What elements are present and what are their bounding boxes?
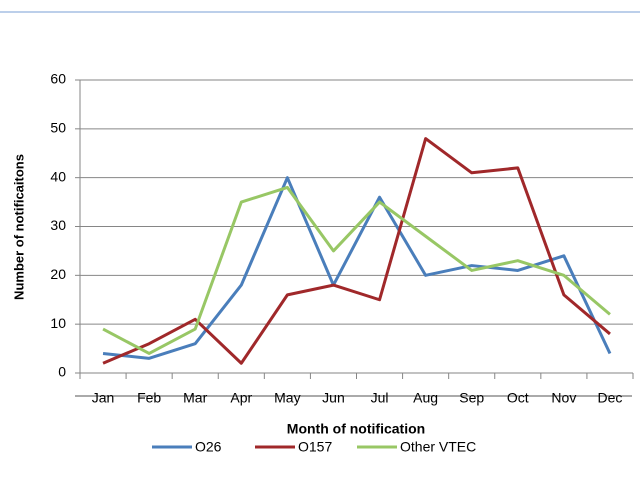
series-line <box>102 176 612 360</box>
x-tick-label: Oct <box>507 390 529 406</box>
series-line <box>102 137 611 365</box>
series-line <box>102 185 611 355</box>
x-tick-label: Aug <box>413 390 438 406</box>
x-tick-label: Jul <box>371 390 389 406</box>
y-tick-label: 0 <box>58 364 66 380</box>
legend-label: Other VTEC <box>400 439 476 455</box>
y-tick-label: 60 <box>50 71 66 87</box>
y-tick-label: 50 <box>50 120 66 136</box>
x-tick-label: Sep <box>459 390 484 406</box>
x-tick-label: Nov <box>551 390 576 406</box>
legend-label: O157 <box>298 439 332 455</box>
x-tick-label: May <box>274 390 300 406</box>
y-tick-label: 30 <box>50 217 66 233</box>
x-axis-title: Month of notification <box>287 421 425 437</box>
y-tick-label: 20 <box>50 266 66 282</box>
x-tick-label: Jun <box>322 390 345 406</box>
y-tick-label: 40 <box>50 168 66 184</box>
x-tick-label: Apr <box>230 390 252 406</box>
y-axis-title: Number of notificaitons <box>11 154 26 300</box>
x-tick-label: Mar <box>183 390 207 406</box>
x-tick-label: Dec <box>598 390 623 406</box>
legend-label: O26 <box>195 439 222 455</box>
x-tick-label: Feb <box>137 390 161 406</box>
y-tick-label: 10 <box>50 315 66 331</box>
x-tick-label: Jan <box>92 390 115 406</box>
